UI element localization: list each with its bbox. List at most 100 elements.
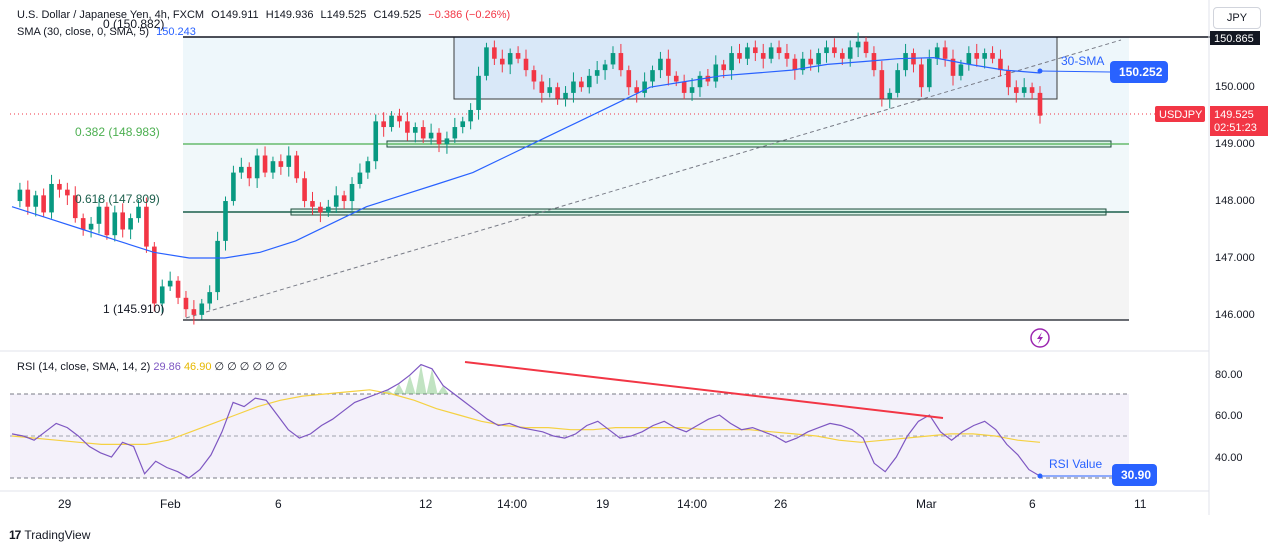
candle-body[interactable] — [159, 286, 165, 304]
candle-body[interactable] — [207, 292, 212, 304]
time-axis[interactable]: 29 Feb 6 12 14:00 19 14:00 26 Mar 6 11 — [58, 497, 1147, 511]
candle-body[interactable] — [183, 297, 189, 310]
candle-body[interactable] — [871, 53, 877, 71]
candle-body[interactable] — [840, 53, 845, 59]
candle-body[interactable] — [492, 47, 497, 59]
candle-body[interactable] — [468, 109, 473, 122]
candle-body[interactable] — [966, 53, 972, 65]
candle-body[interactable] — [515, 53, 521, 59]
candle-body[interactable] — [223, 201, 228, 241]
candle-body[interactable] — [919, 64, 924, 88]
sma-legend[interactable]: SMA (30, close, 0, SMA, 5) 150.243 — [17, 26, 196, 38]
candle-body[interactable] — [689, 87, 695, 93]
candle-body[interactable] — [847, 47, 853, 59]
candle-body[interactable] — [800, 58, 806, 71]
candle-body[interactable] — [879, 70, 885, 99]
candle-body[interactable] — [405, 121, 410, 133]
candle-body[interactable] — [72, 195, 78, 219]
rsi-sma-line[interactable] — [11, 389, 1041, 445]
candle-body[interactable] — [49, 183, 54, 213]
candle-body[interactable] — [144, 206, 149, 247]
candle-body[interactable] — [341, 195, 347, 202]
candle-body[interactable] — [681, 81, 687, 93]
candle-body[interactable] — [1006, 70, 1011, 88]
candle-body[interactable] — [863, 41, 869, 54]
candle-body[interactable] — [586, 75, 592, 88]
candle-body[interactable] — [104, 206, 110, 236]
candle-body[interactable] — [776, 47, 782, 54]
candle-body[interactable] — [136, 206, 141, 219]
candle-body[interactable] — [57, 183, 62, 190]
candle-body[interactable] — [112, 212, 118, 236]
price-axis[interactable]: 150.000 149.000 148.000 147.000 146.000 — [1215, 81, 1255, 321]
candle-body[interactable] — [832, 47, 837, 54]
candle-body[interactable] — [318, 206, 323, 213]
candle-body[interactable] — [397, 115, 402, 122]
candle-body[interactable] — [982, 53, 987, 59]
candle-body[interactable] — [855, 41, 861, 48]
candle-body[interactable] — [65, 189, 70, 196]
candle-body[interactable] — [270, 161, 276, 173]
candle-body[interactable] — [571, 81, 576, 93]
candle-body[interactable] — [824, 47, 829, 54]
candle-body[interactable] — [666, 58, 671, 76]
candle-body[interactable] — [357, 172, 363, 184]
candle-body[interactable] — [737, 53, 742, 59]
candle-body[interactable] — [1021, 87, 1027, 93]
candle-body[interactable] — [175, 280, 181, 298]
candle-body[interactable] — [942, 47, 948, 59]
candle-body[interactable] — [729, 53, 734, 71]
candle-body[interactable] — [903, 53, 908, 71]
candle-body[interactable] — [436, 132, 442, 145]
tradingview-logo[interactable]: 17 TradingView — [9, 528, 90, 542]
candle-body[interactable] — [547, 87, 553, 93]
candle-body[interactable] — [555, 87, 560, 99]
candle-body[interactable] — [349, 183, 355, 202]
candle-body[interactable] — [484, 47, 489, 76]
candle-body[interactable] — [642, 81, 647, 93]
candle-body[interactable] — [579, 81, 584, 88]
candle-body[interactable] — [286, 155, 292, 167]
candle-body[interactable] — [998, 58, 1003, 71]
candle-body[interactable] — [658, 58, 663, 71]
candle-body[interactable] — [17, 189, 23, 202]
candle-body[interactable] — [713, 64, 719, 82]
candle-body[interactable] — [705, 75, 711, 82]
candle-body[interactable] — [33, 195, 39, 207]
candle-body[interactable] — [167, 280, 173, 287]
candle-body[interactable] — [816, 53, 821, 65]
candle-body[interactable] — [784, 53, 790, 59]
candle-body[interactable] — [523, 58, 529, 71]
rsi-line[interactable] — [11, 363, 1041, 479]
candle-body[interactable] — [231, 172, 236, 202]
candle-body[interactable] — [531, 70, 537, 82]
candle-body[interactable] — [191, 309, 197, 315]
candle-body[interactable] — [958, 64, 964, 76]
candle-body[interactable] — [1037, 92, 1043, 116]
candle-body[interactable] — [373, 121, 379, 162]
candle-body[interactable] — [428, 132, 434, 139]
candle-body[interactable] — [215, 240, 220, 293]
candle-body[interactable] — [594, 70, 600, 76]
candle-body[interactable] — [1013, 87, 1019, 93]
candle-body[interactable] — [326, 206, 331, 213]
candle-body[interactable] — [926, 58, 932, 88]
candle-body[interactable] — [563, 92, 568, 99]
candle-body[interactable] — [895, 70, 900, 93]
rsi-legend[interactable]: RSI (14, close, SMA, 14, 2) 29.86 46.90 … — [17, 360, 287, 373]
candle-body[interactable] — [460, 121, 466, 128]
candle-body[interactable] — [610, 53, 616, 65]
candle-body[interactable] — [721, 64, 726, 71]
candle-body[interactable] — [310, 201, 315, 207]
candle-body[interactable] — [278, 161, 284, 167]
candle-body[interactable] — [650, 70, 655, 82]
candle-body[interactable] — [760, 53, 766, 59]
candle-body[interactable] — [381, 121, 386, 128]
candle-body[interactable] — [887, 92, 893, 99]
candle-body[interactable] — [152, 246, 157, 304]
candle-body[interactable] — [302, 178, 307, 202]
candle-body[interactable] — [333, 195, 339, 207]
candle-body[interactable] — [96, 206, 102, 224]
dashed-trendline[interactable] — [185, 39, 1122, 319]
